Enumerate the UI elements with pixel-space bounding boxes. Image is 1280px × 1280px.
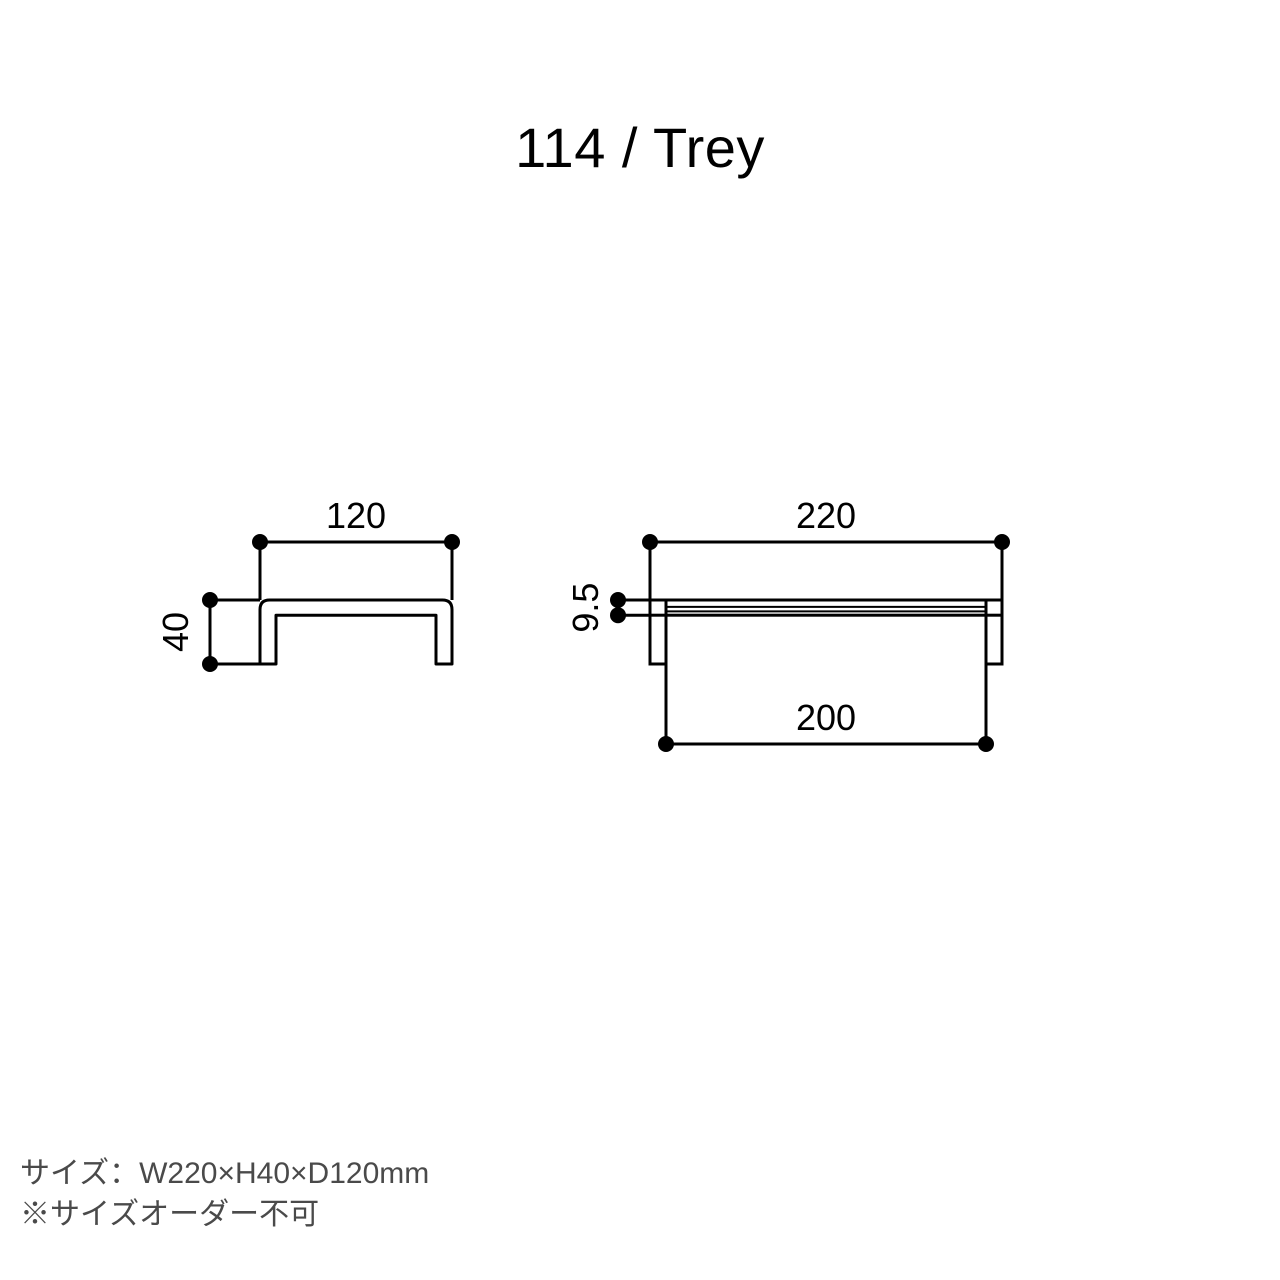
footer-line-size: サイズ：W220×H40×D120mm: [20, 1154, 429, 1195]
technical-drawing: 120 40 220 200 9.5: [0, 0, 1280, 1280]
svg-text:200: 200: [796, 697, 856, 738]
svg-text:220: 220: [796, 495, 856, 536]
svg-text:120: 120: [326, 495, 386, 536]
footer-text: サイズ：W220×H40×D120mm ※サイズオーダー不可: [20, 1154, 429, 1235]
svg-text:40: 40: [155, 612, 196, 652]
page: 114 / Trey 120402202009.5 サイズ：W220×H40×D…: [0, 0, 1280, 1280]
svg-text:9.5: 9.5: [565, 583, 606, 633]
footer-line-note: ※サイズオーダー不可: [20, 1195, 429, 1236]
